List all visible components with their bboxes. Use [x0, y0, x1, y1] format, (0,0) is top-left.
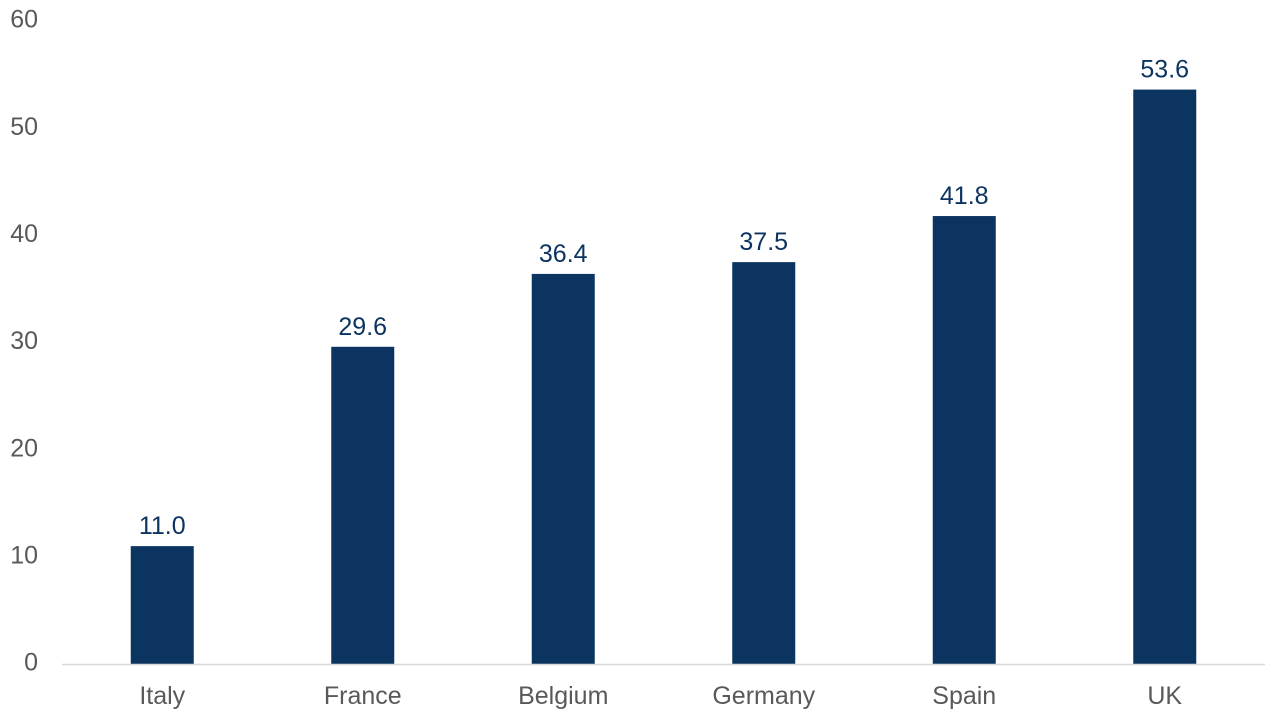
- data-label-belgium: 36.4: [539, 240, 588, 268]
- bar-germany: [732, 262, 796, 664]
- data-label-italy: 11.0: [139, 512, 186, 540]
- x-tick-label-belgium: Belgium: [518, 682, 608, 710]
- x-tick-label-germany: Germany: [712, 682, 815, 710]
- bar-italy: [130, 546, 194, 664]
- data-label-spain: 41.8: [940, 182, 989, 210]
- y-axis: 0 10 20 30 40 50 60: [10, 6, 38, 677]
- bar-belgium: [531, 273, 595, 664]
- bars-group: [130, 89, 1197, 664]
- y-tick-label: 20: [10, 434, 38, 462]
- y-tick-label: 60: [10, 6, 38, 34]
- bar-spain: [932, 216, 996, 664]
- y-tick-label: 40: [10, 220, 38, 248]
- y-tick-label: 50: [10, 113, 38, 141]
- x-tick-label-spain: Spain: [932, 682, 996, 710]
- data-label-france: 29.6: [338, 313, 387, 341]
- y-tick-label: 0: [24, 649, 38, 677]
- x-tick-label-italy: Italy: [139, 682, 185, 710]
- y-tick-label: 30: [10, 327, 38, 355]
- bar-uk: [1133, 89, 1197, 664]
- x-axis: Italy France Belgium Germany Spain UK: [139, 682, 1182, 710]
- x-tick-label-uk: UK: [1147, 682, 1182, 710]
- y-tick-label: 10: [10, 541, 38, 569]
- data-label-germany: 37.5: [739, 228, 788, 256]
- x-tick-label-france: France: [324, 682, 402, 710]
- bar-france: [331, 346, 395, 664]
- data-labels-group: 11.0 29.6 36.4 37.5 41.8 53.6: [139, 56, 1189, 541]
- data-label-uk: 53.6: [1140, 56, 1189, 84]
